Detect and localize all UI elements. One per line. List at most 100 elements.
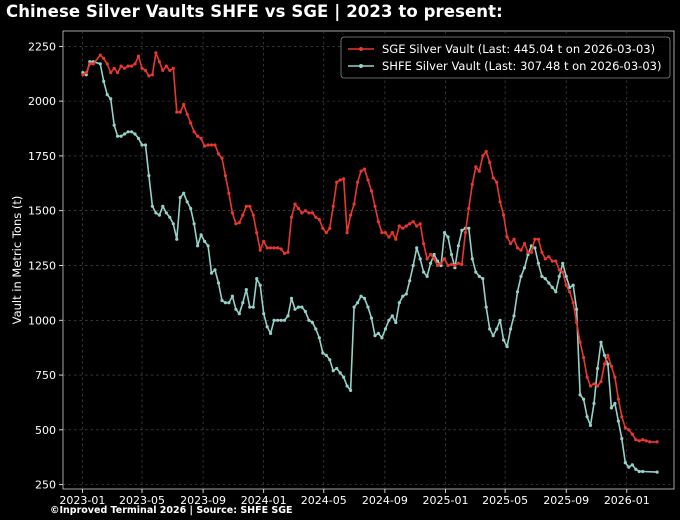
series-point-1 — [116, 134, 120, 138]
series-point-0 — [627, 428, 631, 432]
series-point-0 — [599, 380, 603, 384]
series-point-1 — [498, 318, 502, 322]
series-point-0 — [331, 204, 335, 208]
series-point-1 — [429, 261, 433, 265]
series-point-0 — [557, 268, 561, 272]
series-point-0 — [289, 215, 294, 219]
series-point-1 — [352, 305, 356, 309]
series-point-0 — [136, 54, 141, 58]
series-point-1 — [446, 235, 450, 239]
series-point-1 — [130, 130, 134, 134]
series-point-0 — [418, 222, 422, 226]
series-point-1 — [88, 60, 92, 64]
series-point-1 — [164, 211, 168, 215]
series-point-0 — [255, 231, 259, 235]
series-point-1 — [307, 318, 311, 322]
series-point-1 — [161, 204, 165, 208]
legend-label: SGE Silver Vault (Last: 445.04 t on 2026… — [382, 42, 655, 56]
series-point-1 — [171, 222, 175, 226]
series-point-1 — [189, 206, 193, 211]
series-point-1 — [411, 263, 415, 268]
series-point-1 — [112, 123, 116, 127]
series-point-1 — [269, 331, 273, 335]
series-point-0 — [456, 261, 460, 265]
y-tick-label: 1500 — [28, 205, 56, 218]
series-point-1 — [613, 401, 617, 406]
series-point-1 — [453, 266, 457, 270]
series-point-0 — [286, 250, 290, 254]
series-point-0 — [376, 220, 380, 224]
series-point-0 — [130, 64, 134, 68]
series-point-0 — [175, 110, 179, 114]
series-point-1 — [582, 397, 586, 401]
series-point-0 — [543, 257, 547, 261]
series-point-1 — [123, 132, 127, 136]
series-point-0 — [296, 206, 301, 211]
x-tick-label: 2024-09 — [362, 494, 408, 507]
series-point-0 — [429, 252, 433, 257]
series-point-0 — [623, 426, 627, 430]
series-point-1 — [286, 314, 290, 318]
series-point-1 — [634, 467, 638, 471]
series-point-0 — [150, 73, 154, 77]
series-point-0 — [182, 102, 186, 106]
series-point-0 — [161, 68, 165, 72]
series-point-1 — [98, 62, 102, 66]
series-point-0 — [251, 213, 255, 217]
series-point-1 — [383, 327, 387, 331]
series-point-0 — [185, 112, 189, 116]
x-tick-label: 2025-01 — [423, 494, 469, 507]
series-point-0 — [415, 224, 419, 228]
series-point-0 — [474, 165, 478, 169]
series-point-0 — [276, 246, 280, 250]
series-point-0 — [442, 257, 447, 261]
series-point-1 — [147, 174, 151, 178]
series-point-0 — [533, 237, 537, 241]
series-point-0 — [390, 231, 394, 235]
series-point-1 — [366, 305, 370, 309]
series-point-1 — [324, 353, 328, 357]
series-point-0 — [588, 384, 593, 388]
series-point-1 — [310, 320, 314, 325]
series-point-1 — [627, 465, 631, 469]
series-point-0 — [585, 375, 589, 379]
series-point-1 — [251, 305, 255, 309]
series-point-1 — [328, 358, 332, 362]
series-point-0 — [554, 259, 558, 263]
series-point-1 — [154, 211, 158, 215]
series-point-1 — [456, 244, 460, 248]
series-point-1 — [533, 246, 537, 250]
series-point-1 — [143, 143, 148, 147]
series-point-1 — [502, 338, 506, 342]
series-point-0 — [324, 231, 328, 235]
series-point-0 — [223, 174, 227, 178]
series-point-1 — [491, 334, 495, 338]
series-point-1 — [241, 301, 245, 305]
series-point-1 — [432, 252, 436, 257]
series-point-0 — [203, 144, 207, 148]
series-point-1 — [345, 384, 349, 388]
series-point-0 — [616, 397, 621, 401]
series-point-0 — [512, 237, 516, 241]
series-point-1 — [276, 318, 280, 322]
series-point-1 — [178, 195, 182, 200]
series-point-0 — [209, 143, 214, 147]
series-point-1 — [359, 294, 363, 298]
series-line-1 — [82, 60, 658, 473]
series-point-1 — [272, 318, 276, 322]
series-point-0 — [366, 178, 370, 182]
series-point-1 — [515, 290, 520, 294]
series-point-1 — [442, 231, 447, 235]
series-point-0 — [164, 64, 168, 68]
series-point-0 — [241, 213, 245, 217]
y-axis-label: Vault in Metric Tons (t) — [10, 196, 24, 325]
series-point-0 — [449, 262, 454, 266]
y-tick-label: 2000 — [28, 95, 56, 108]
series-point-0 — [230, 211, 234, 215]
series-point-1 — [380, 336, 384, 340]
series-point-1 — [495, 327, 499, 331]
x-tick-label: 2023-05 — [119, 494, 165, 507]
series-point-0 — [439, 261, 443, 265]
series-point-0 — [112, 66, 116, 70]
